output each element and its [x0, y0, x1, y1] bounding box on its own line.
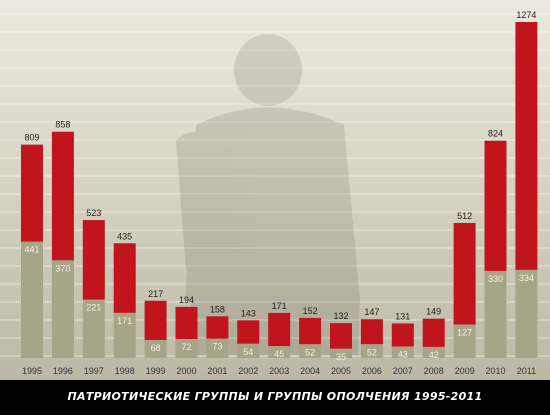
data-label-total-2004: 152 [303, 306, 318, 316]
x-tick-2008: 2008 [424, 366, 444, 376]
x-tick-2001: 2001 [207, 366, 227, 376]
x-tick-2009: 2009 [455, 366, 475, 376]
data-label-lower-2004: 52 [305, 347, 315, 357]
chart-caption: ПАТРИОТИЧЕСКИЕ ГРУППЫ И ГРУППЫ ОПОЛЧЕНИЯ… [67, 390, 483, 403]
bar-total-2000 [175, 306, 198, 340]
data-label-lower-1998: 171 [117, 316, 132, 326]
data-label-lower-1997: 221 [86, 303, 101, 313]
bar-total-2011 [515, 22, 538, 270]
data-label-lower-2000: 72 [181, 342, 191, 352]
bar-total-2010 [484, 140, 507, 271]
data-label-total-1999: 217 [148, 289, 163, 299]
data-label-lower-1995: 441 [24, 245, 39, 255]
x-tick-2005: 2005 [331, 366, 351, 376]
data-label-lower-2005: 35 [336, 352, 346, 362]
bar-lower-1997 [82, 299, 105, 358]
data-label-total-2009: 512 [457, 211, 472, 221]
data-label-lower-2010: 330 [488, 274, 503, 284]
bar-lower-2011 [515, 269, 538, 358]
data-label-total-1998: 435 [117, 231, 132, 241]
bar-total-2005 [330, 323, 352, 349]
bar-lower-2010 [484, 270, 507, 358]
bar-total-2008 [422, 318, 445, 347]
soldier-silhouette-image [176, 34, 360, 355]
x-tick-1997: 1997 [84, 366, 104, 376]
bar-lower-2003 [268, 346, 291, 358]
data-label-total-2007: 131 [395, 311, 410, 321]
data-label-lower-1999: 68 [151, 343, 161, 353]
data-label-lower-2003: 45 [274, 349, 284, 359]
data-label-lower-2011: 334 [519, 273, 534, 283]
bar-total-2003 [268, 312, 291, 347]
bar-lower-2006 [360, 344, 383, 358]
data-label-lower-1996: 370 [55, 263, 70, 273]
data-label-lower-2006: 52 [367, 347, 377, 357]
bars [21, 22, 538, 358]
x-tick-1999: 1999 [146, 366, 166, 376]
x-tick-1995: 1995 [22, 366, 42, 376]
data-label-lower-2002: 54 [243, 347, 253, 357]
bar-lower-1996 [51, 260, 74, 358]
bar-total-1997 [82, 220, 105, 300]
data-label-total-2003: 171 [272, 301, 287, 311]
bar-lower-1999 [144, 340, 167, 358]
bar-total-2009 [453, 222, 476, 325]
x-tick-2007: 2007 [393, 366, 413, 376]
data-label-total-2011: 1274 [516, 10, 536, 20]
bar-lower-1998 [113, 312, 136, 358]
data-label-total-2006: 147 [364, 307, 379, 317]
bar-lower-2005 [330, 348, 352, 358]
data-label-total-2008: 149 [426, 307, 441, 317]
x-tick-2004: 2004 [300, 366, 320, 376]
bar-total-2001 [206, 316, 229, 339]
bar-total-1996 [51, 131, 74, 261]
bar-total-1999 [144, 300, 167, 341]
data-label-total-2000: 194 [179, 295, 194, 305]
bar-chart: 809 441 858 370 523 221 435 171 217 68 194 72 158 73 1… [0, 10, 550, 376]
data-label-total-2010: 824 [488, 129, 503, 139]
bar-total-2004 [299, 317, 322, 345]
data-label-total-1995: 809 [24, 133, 39, 143]
data-label-total-2005: 132 [333, 311, 348, 321]
x-axis-ticks: 1995 1996 1997 1998 1999 2000 2001 2002 2003 2004… [22, 366, 536, 376]
bar-total-2007 [391, 323, 414, 347]
bar-lower-2008 [422, 346, 445, 358]
bar-lower-1995 [21, 241, 43, 358]
bar-total-1995 [21, 144, 43, 242]
data-label-total-2001: 158 [210, 304, 225, 314]
x-tick-2011: 2011 [517, 366, 536, 376]
bar-lower-2000 [175, 339, 198, 358]
data-label-lower-2007: 43 [398, 350, 408, 360]
x-tick-2003: 2003 [269, 366, 289, 376]
x-tick-1998: 1998 [115, 366, 135, 376]
data-label-lower-2009: 127 [457, 328, 472, 338]
x-tick-2006: 2006 [362, 366, 382, 376]
bar-lower-2007 [391, 346, 414, 358]
bar-total-2002 [237, 320, 260, 344]
bar-total-2006 [360, 319, 383, 345]
chart-panel: 809 441 858 370 523 221 435 171 217 68 194 72 158 73 1… [0, 0, 550, 380]
bar-lower-2002 [237, 343, 260, 358]
bar-lower-2009 [453, 324, 476, 358]
x-tick-1996: 1996 [53, 366, 73, 376]
data-labels: 809 441 858 370 523 221 435 171 217 68 194 72 158 73 1… [24, 10, 536, 362]
data-label-total-2002: 143 [241, 308, 256, 318]
bar-lower-2001 [206, 338, 229, 358]
data-label-total-1996: 858 [55, 120, 70, 130]
x-tick-2000: 2000 [176, 366, 196, 376]
bar-lower-2004 [299, 344, 322, 358]
data-label-lower-2001: 73 [212, 342, 222, 352]
x-tick-2002: 2002 [238, 366, 258, 376]
data-label-lower-2008: 42 [429, 350, 439, 360]
x-tick-2010: 2010 [485, 366, 505, 376]
data-label-total-1997: 523 [86, 208, 101, 218]
bar-total-1998 [113, 243, 136, 313]
